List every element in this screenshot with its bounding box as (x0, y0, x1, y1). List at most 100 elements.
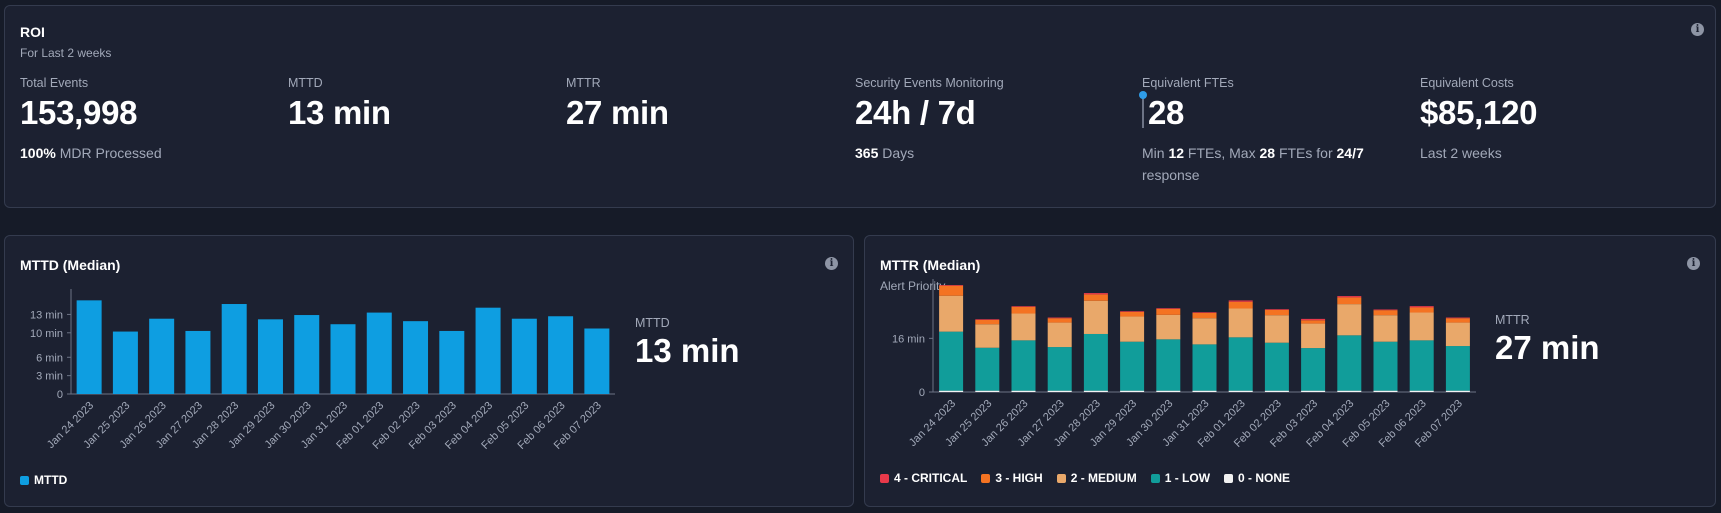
bar-4-critical[interactable] (1047, 317, 1072, 319)
bar-0-none[interactable] (1156, 390, 1181, 392)
bar-3-high[interactable] (1228, 301, 1253, 309)
bar-3-high[interactable] (975, 319, 1000, 325)
bar-mttd[interactable] (76, 300, 102, 394)
bar-mttd[interactable] (221, 304, 247, 394)
bar-2-medium[interactable] (1373, 315, 1398, 342)
legend-item-4-critical[interactable]: 4 - CRITICAL (880, 471, 967, 485)
bar-mttd[interactable] (112, 331, 138, 394)
bar-4-critical[interactable] (1120, 311, 1145, 312)
bar-3-high[interactable] (1301, 320, 1326, 324)
legend-item-3-high[interactable]: 3 - HIGH (981, 471, 1043, 485)
bar-4-critical[interactable] (1445, 317, 1470, 319)
bar-0-none[interactable] (1120, 390, 1145, 392)
bar-3-high[interactable] (1264, 309, 1289, 316)
bar-1-low[interactable] (1445, 346, 1470, 391)
bar-mttd[interactable] (475, 307, 501, 394)
bar-3-high[interactable] (1120, 311, 1145, 317)
bar-1-low[interactable] (1011, 340, 1036, 391)
bar-4-critical[interactable] (939, 285, 964, 286)
bar-mttd[interactable] (403, 321, 429, 394)
bar-1-low[interactable] (939, 331, 964, 391)
bar-0-none[interactable] (939, 390, 964, 392)
bar-3-high[interactable] (1337, 297, 1362, 305)
bar-1-low[interactable] (1047, 347, 1072, 391)
legend-item-2-medium[interactable]: 2 - MEDIUM (1056, 471, 1137, 485)
bar-mttd[interactable] (584, 328, 610, 394)
legend-item-0-none[interactable]: 0 - NONE (1224, 471, 1290, 485)
bar-4-critical[interactable] (1192, 312, 1217, 313)
bar-mttd[interactable] (149, 318, 175, 394)
bar-1-low[interactable] (1228, 337, 1253, 391)
bar-0-none[interactable] (1264, 390, 1289, 392)
bar-2-medium[interactable] (1047, 322, 1072, 348)
bar-1-low[interactable] (1301, 348, 1326, 391)
bar-mttd[interactable] (257, 319, 283, 394)
metric-detail: 365 Days (855, 142, 1125, 164)
bar-3-high[interactable] (1156, 308, 1181, 315)
bar-0-none[interactable] (1373, 390, 1398, 392)
bar-2-medium[interactable] (939, 295, 964, 332)
info-icon[interactable]: i (1691, 23, 1704, 36)
bar-3-high[interactable] (1409, 307, 1434, 313)
legend-item-mttd[interactable]: MTTD (20, 473, 67, 487)
bar-3-high[interactable] (1445, 318, 1470, 323)
bar-3-high[interactable] (1373, 310, 1398, 316)
info-icon[interactable]: i (825, 257, 838, 270)
bar-1-low[interactable] (1409, 340, 1434, 391)
bar-mttd[interactable] (366, 312, 392, 394)
bar-1-low[interactable] (1192, 344, 1217, 391)
bar-4-critical[interactable] (1228, 300, 1253, 302)
bar-1-low[interactable] (1120, 341, 1145, 391)
bar-3-high[interactable] (939, 285, 964, 296)
bar-2-medium[interactable] (1083, 300, 1108, 334)
bar-4-critical[interactable] (1011, 306, 1036, 307)
bar-2-medium[interactable] (1120, 316, 1145, 342)
bar-1-low[interactable] (1156, 339, 1181, 391)
bar-4-critical[interactable] (1264, 309, 1289, 310)
bar-2-medium[interactable] (1337, 304, 1362, 336)
bar-4-critical[interactable] (1301, 318, 1326, 321)
bar-2-medium[interactable] (1228, 308, 1253, 338)
bar-0-none[interactable] (1228, 390, 1253, 392)
bar-mttd[interactable] (439, 330, 465, 394)
bar-0-none[interactable] (1301, 390, 1326, 392)
bar-mttd[interactable] (294, 315, 320, 394)
bar-2-medium[interactable] (1264, 315, 1289, 343)
bar-2-medium[interactable] (1011, 313, 1036, 341)
bar-mttd[interactable] (548, 316, 574, 394)
bar-0-none[interactable] (1047, 390, 1072, 392)
bar-4-critical[interactable] (1409, 306, 1434, 308)
bar-1-low[interactable] (1337, 335, 1362, 391)
bar-3-high[interactable] (1011, 306, 1036, 314)
bar-0-none[interactable] (1083, 390, 1108, 392)
bar-mttd[interactable] (330, 324, 356, 394)
bar-1-low[interactable] (1083, 333, 1108, 391)
bar-2-medium[interactable] (1192, 318, 1217, 345)
bar-2-medium[interactable] (1445, 322, 1470, 347)
bar-0-none[interactable] (1192, 390, 1217, 392)
bar-1-low[interactable] (975, 347, 1000, 391)
bar-1-low[interactable] (1264, 342, 1289, 391)
bar-2-medium[interactable] (1409, 312, 1434, 341)
bar-mttd[interactable] (185, 330, 211, 394)
bar-4-critical[interactable] (1337, 296, 1362, 298)
bar-2-medium[interactable] (1156, 314, 1181, 340)
bar-0-none[interactable] (1011, 390, 1036, 392)
bar-1-low[interactable] (1373, 341, 1398, 391)
bar-4-critical[interactable] (975, 319, 1000, 320)
bar-0-none[interactable] (1337, 390, 1362, 392)
bar-mttd[interactable] (511, 318, 537, 394)
info-icon[interactable]: i (1687, 257, 1700, 270)
bar-3-high[interactable] (1047, 318, 1072, 323)
bar-3-high[interactable] (1192, 312, 1217, 319)
bar-0-none[interactable] (975, 390, 1000, 392)
bar-4-critical[interactable] (1373, 309, 1398, 311)
bar-0-none[interactable] (1445, 390, 1470, 392)
bar-3-high[interactable] (1083, 294, 1108, 301)
bar-2-medium[interactable] (1301, 323, 1326, 349)
legend-item-1-low[interactable]: 1 - LOW (1150, 471, 1210, 485)
bar-2-medium[interactable] (975, 324, 1000, 348)
bar-4-critical[interactable] (1083, 293, 1108, 295)
bar-0-none[interactable] (1409, 390, 1434, 392)
bar-4-critical[interactable] (1156, 308, 1181, 309)
